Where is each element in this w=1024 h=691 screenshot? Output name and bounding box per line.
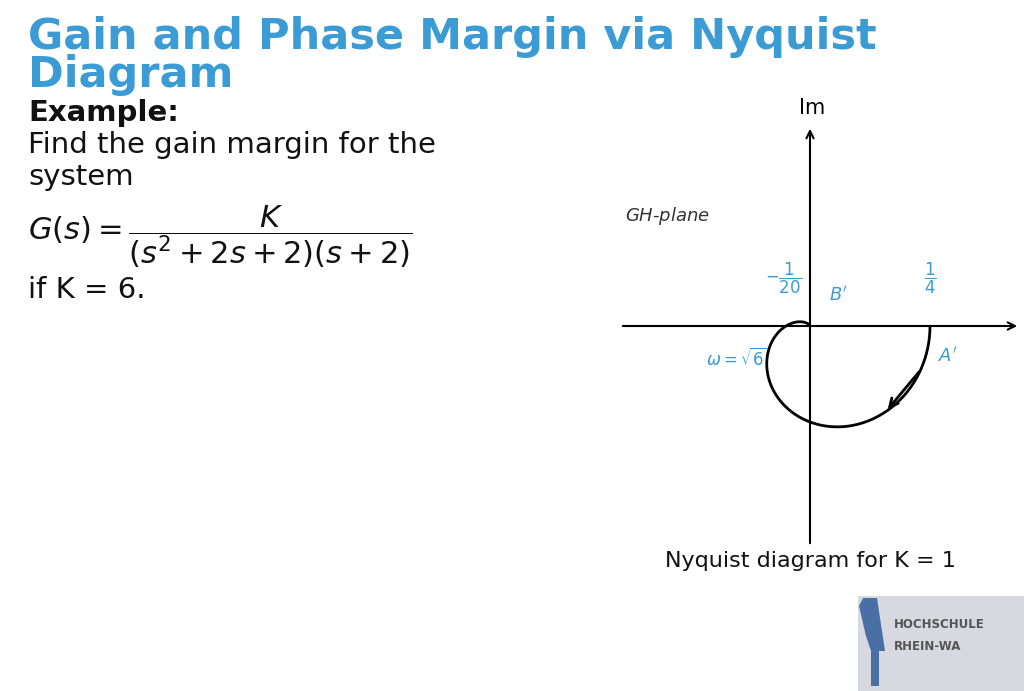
Text: if K = 6.: if K = 6. [28,276,145,304]
Text: $A'$: $A'$ [938,346,957,365]
Text: Example:: Example: [28,99,179,127]
Polygon shape [862,598,882,638]
Text: $\dfrac{1}{4}$: $\dfrac{1}{4}$ [924,261,936,296]
Text: $B'$: $B'$ [829,285,848,304]
Polygon shape [863,598,885,686]
Text: $-\dfrac{1}{20}$: $-\dfrac{1}{20}$ [766,261,803,296]
Text: HOCHSCHULE: HOCHSCHULE [894,618,985,630]
Text: Find the gain margin for the: Find the gain margin for the [28,131,436,159]
Text: Diagram: Diagram [28,54,233,96]
Text: Gain and Phase Margin via Nyquist: Gain and Phase Margin via Nyquist [28,16,877,58]
Text: RHEIN-WA: RHEIN-WA [894,639,962,652]
Text: $\omega = \sqrt{6}$: $\omega = \sqrt{6}$ [706,348,766,370]
Text: Nyquist diagram for K = 1: Nyquist diagram for K = 1 [665,551,955,571]
Text: system: system [28,163,133,191]
Polygon shape [859,598,871,636]
Text: $GH$-plane: $GH$-plane [625,205,710,227]
Text: Im: Im [799,98,825,118]
Bar [858,596,1024,691]
Text: $G(s) = \dfrac{K}{(s^2 + 2s + 2)(s + 2)}$: $G(s) = \dfrac{K}{(s^2 + 2s + 2)(s + 2)}… [28,203,413,270]
